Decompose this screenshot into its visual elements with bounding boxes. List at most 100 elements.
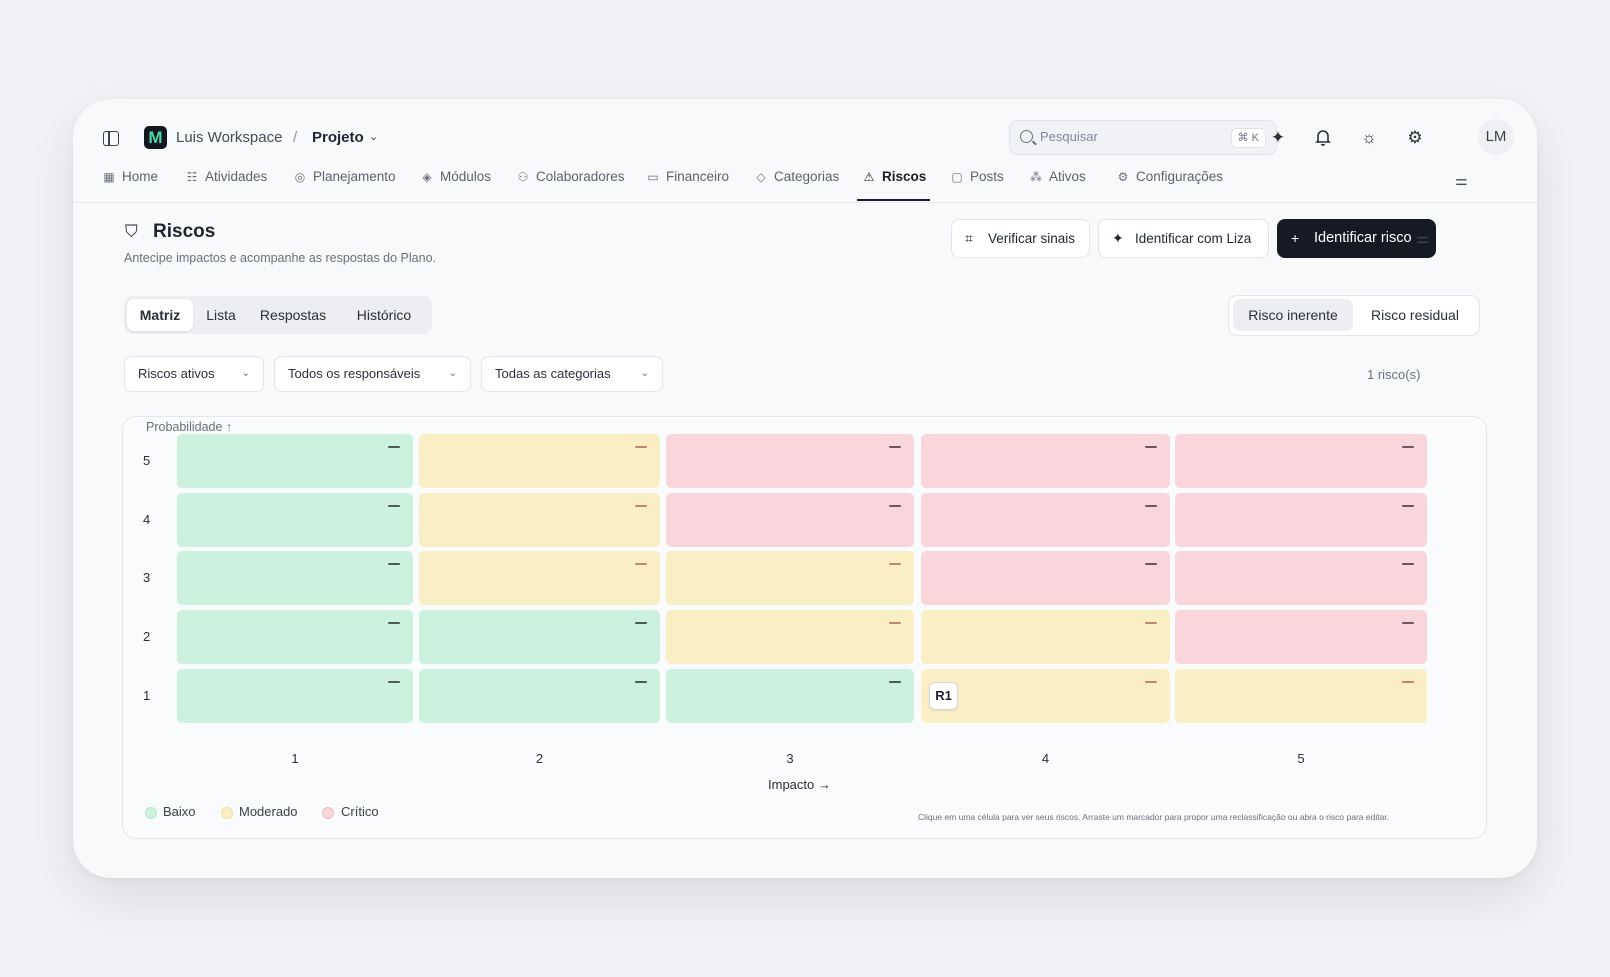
- matrix-cell-p4-i4[interactable]: [921, 493, 1170, 547]
- category-filter[interactable]: Todas as categorias ⌄: [481, 356, 663, 392]
- matrix-cell-p1-i5[interactable]: [1175, 669, 1427, 723]
- risk-residual-option[interactable]: Risco residual: [1371, 307, 1459, 323]
- chevron-down-icon: ⌄: [640, 368, 649, 379]
- probability-label-1: 1: [143, 688, 151, 703]
- impact-label-5: 5: [1297, 751, 1305, 766]
- impact-label-1: 1: [291, 751, 299, 766]
- cell-count-dash: [889, 446, 901, 448]
- tab-configuracoes[interactable]: ⚙ Configurações: [1115, 165, 1223, 203]
- identify-with-liza-button[interactable]: ✦ Identificar com Liza: [1098, 219, 1269, 258]
- matrix-cell-p4-i2[interactable]: [419, 493, 660, 547]
- search-box[interactable]: ⌘ K: [1009, 120, 1277, 155]
- matrix-cell-p2-i1[interactable]: [177, 610, 413, 664]
- layers-icon: ◈: [422, 170, 432, 184]
- matrix-cell-p4-i1[interactable]: [177, 493, 413, 547]
- cell-count-dash: [1402, 681, 1414, 683]
- bell-icon[interactable]: [1308, 123, 1338, 153]
- matrix-cell-p1-i4[interactable]: R1: [921, 669, 1170, 723]
- cell-count-dash: [635, 505, 647, 507]
- legend-dot-moderate: [221, 807, 233, 819]
- tab-historico[interactable]: Histórico: [356, 307, 412, 323]
- tab-colaboradores[interactable]: ⚇ Colaboradores: [515, 165, 625, 203]
- tab-atividades[interactable]: ☷ Atividades: [184, 165, 268, 203]
- workspace-name[interactable]: Luis Workspace: [176, 129, 283, 146]
- sliders-icon[interactable]: ⚌: [1416, 230, 1430, 247]
- project-selector[interactable]: Projeto: [312, 129, 364, 146]
- wallet-icon: ▭: [647, 170, 659, 184]
- risk-inherent-option[interactable]: Risco inerente: [1233, 299, 1353, 331]
- sparkle-icon[interactable]: ✦: [1270, 128, 1286, 147]
- matrix-cell-p3-i1[interactable]: [177, 551, 413, 605]
- matrix-cell-p4-i5[interactable]: [1175, 493, 1427, 547]
- matrix-cell-p5-i4[interactable]: [921, 434, 1170, 488]
- legend-critical: Crítico: [341, 804, 379, 819]
- gear-icon: ⚙: [1117, 170, 1129, 184]
- impact-label-4: 4: [1041, 751, 1050, 766]
- matrix-cell-p2-i2[interactable]: [419, 610, 660, 664]
- matrix-cell-p2-i4[interactable]: [921, 610, 1170, 664]
- message-icon: ▢: [951, 170, 963, 184]
- tab-respostas[interactable]: Respostas: [259, 307, 327, 323]
- tab-modulos[interactable]: ◈ Módulos: [419, 165, 491, 203]
- scan-icon: ⌗: [965, 230, 973, 246]
- tab-planejamento[interactable]: ◎ Planejamento: [292, 165, 396, 203]
- gear-icon[interactable]: ⚙: [1407, 128, 1423, 147]
- legend-dot-critical: [322, 807, 334, 819]
- owner-filter[interactable]: Todos os responsáveis ⌄: [274, 356, 471, 392]
- matrix-cell-p1-i2[interactable]: [419, 669, 660, 723]
- cell-count-dash: [388, 446, 400, 448]
- compass-icon: ◎: [294, 170, 306, 184]
- avatar[interactable]: LM: [1478, 119, 1514, 155]
- search-input[interactable]: [1040, 129, 1220, 144]
- tab-lista[interactable]: Lista: [206, 307, 236, 323]
- tab-posts[interactable]: ▢ Posts: [949, 165, 1003, 203]
- sun-icon[interactable]: ☼: [1361, 128, 1377, 147]
- matrix-cell-p5-i5[interactable]: [1175, 434, 1427, 488]
- probability-axis-label: Probabilidade ↑: [146, 420, 233, 434]
- matrix-cell-p5-i2[interactable]: [419, 434, 660, 488]
- matrix-cell-p5-i3[interactable]: [666, 434, 914, 488]
- cell-count-dash: [635, 622, 647, 624]
- matrix-cell-p3-i5[interactable]: [1175, 551, 1427, 605]
- status-filter[interactable]: Riscos ativos ⌄: [124, 356, 264, 392]
- identify-risk-button[interactable]: + Identificar risco: [1277, 219, 1436, 258]
- matrix-cell-p2-i3[interactable]: [666, 610, 914, 664]
- matrix-cell-p2-i5[interactable]: [1175, 610, 1427, 664]
- tab-riscos[interactable]: ⚠ Riscos: [856, 165, 931, 203]
- chevron-down-icon[interactable]: ⌄: [369, 131, 379, 143]
- risk-marker[interactable]: R1: [929, 682, 958, 710]
- matrix-cell-p4-i3[interactable]: [666, 493, 914, 547]
- tab-ativos[interactable]: ⁂ Ativos: [1028, 165, 1086, 203]
- chevron-down-icon: ⌄: [241, 368, 250, 379]
- verify-signals-button[interactable]: ⌗ Verificar sinais: [951, 219, 1090, 258]
- risk-mode-toggle: Risco inerente Risco residual: [1228, 295, 1480, 336]
- matrix-cell-p5-i1[interactable]: [177, 434, 413, 488]
- users-icon: ⚇: [517, 170, 529, 184]
- cell-count-dash: [1145, 563, 1157, 565]
- matrix-cell-p3-i3[interactable]: [666, 551, 914, 605]
- workspace-logo[interactable]: M: [144, 126, 167, 149]
- tab-matriz[interactable]: Matriz: [127, 299, 193, 331]
- tab-categorias[interactable]: ◇ Categorias: [753, 165, 839, 203]
- sidebar-toggle-icon[interactable]: [103, 131, 119, 146]
- cell-count-dash: [889, 563, 901, 565]
- sliders-icon[interactable]: ⚌: [1455, 172, 1468, 188]
- tab-financeiro[interactable]: ▭ Financeiro: [645, 165, 729, 203]
- impact-label-2: 2: [535, 751, 544, 766]
- probability-label-4: 4: [143, 512, 151, 527]
- matrix-cell-p3-i2[interactable]: [419, 551, 660, 605]
- matrix-hint: Clique em uma célula para ver seus risco…: [918, 812, 1390, 822]
- impact-axis-label: Impacto →: [768, 777, 831, 792]
- cell-count-dash: [388, 681, 400, 683]
- tab-home[interactable]: ▦ Home: [101, 165, 158, 203]
- warning-icon: ⚠: [863, 170, 875, 184]
- page-title: Riscos: [153, 221, 216, 242]
- probability-label-3: 3: [143, 570, 151, 585]
- legend-low: Baixo: [163, 804, 196, 819]
- legend-dot-low: [145, 807, 157, 819]
- main-nav: ▦ Home ☷ Atividades ◎ Planejamento ◈ Módulos…: [73, 165, 1537, 203]
- matrix-cell-p1-i3[interactable]: [666, 669, 914, 723]
- app-window: M Luis Workspace / Projeto ⌄ ⌘ K ✦ ☼ ⚙ L…: [73, 99, 1537, 878]
- matrix-cell-p3-i4[interactable]: [921, 551, 1170, 605]
- matrix-cell-p1-i1[interactable]: [177, 669, 413, 723]
